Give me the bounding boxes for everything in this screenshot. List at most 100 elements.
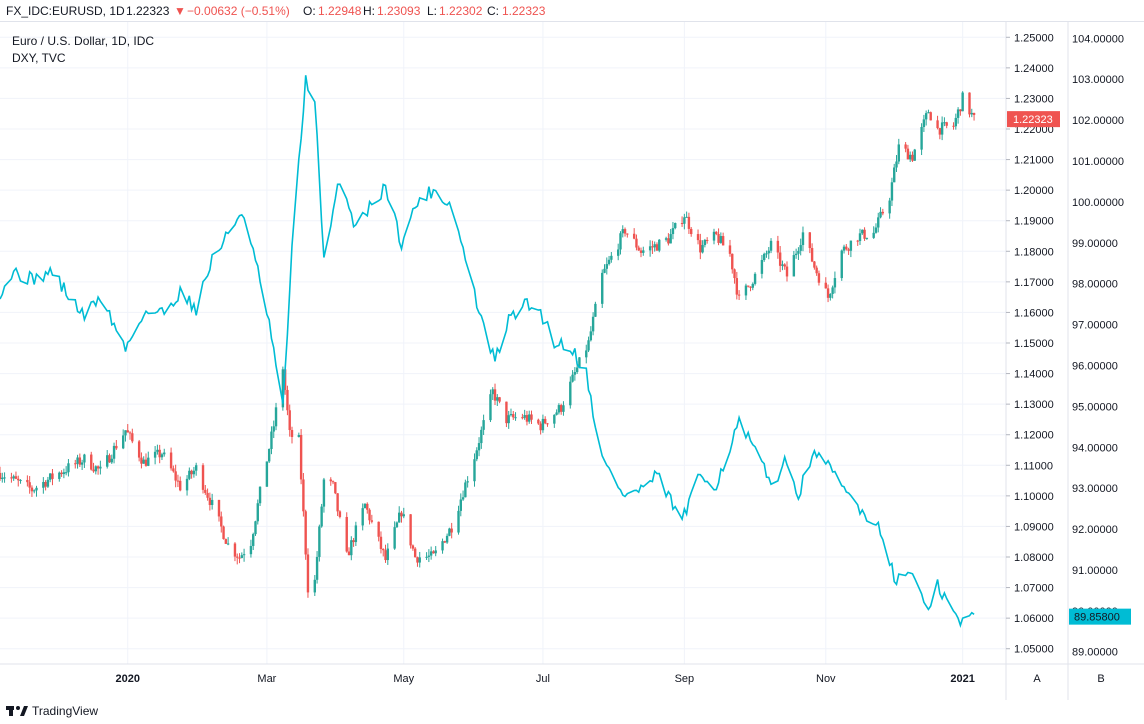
- eurusd-candle[interactable]: [845, 244, 848, 251]
- eurusd-candle[interactable]: [956, 107, 960, 124]
- eurusd-candle[interactable]: [731, 253, 734, 274]
- eurusd-candle[interactable]: [573, 367, 577, 381]
- eurusd-candle[interactable]: [352, 537, 355, 547]
- eurusd-candle[interactable]: [626, 233, 629, 238]
- eurusd-candle[interactable]: [144, 453, 148, 467]
- eurusd-candle[interactable]: [792, 250, 796, 277]
- main-series-legend[interactable]: Euro / U.S. Dollar, 1D, IDC: [12, 34, 154, 48]
- eurusd-candle[interactable]: [655, 242, 659, 251]
- eurusd-candle[interactable]: [121, 429, 125, 450]
- eurusd-candle[interactable]: [728, 239, 732, 257]
- eurusd-candle[interactable]: [306, 548, 310, 598]
- eurusd-candle[interactable]: [78, 453, 82, 468]
- eurusd-candle[interactable]: [3, 472, 6, 483]
- eurusd-candle[interactable]: [315, 551, 319, 584]
- eurusd-candle[interactable]: [530, 410, 533, 425]
- eurusd-candle[interactable]: [753, 272, 757, 286]
- eurusd-candle[interactable]: [158, 444, 161, 464]
- eurusd-candle[interactable]: [808, 231, 812, 254]
- eurusd-candle[interactable]: [767, 246, 770, 260]
- eurusd-candle[interactable]: [99, 460, 102, 475]
- eurusd-candle[interactable]: [936, 115, 939, 130]
- eurusd-candle[interactable]: [696, 229, 700, 245]
- eurusd-candle[interactable]: [217, 499, 221, 522]
- eurusd-candle[interactable]: [74, 459, 77, 469]
- eurusd-candle[interactable]: [824, 277, 827, 289]
- eurusd-candle[interactable]: [179, 476, 182, 492]
- eurusd-candle[interactable]: [528, 410, 531, 424]
- eurusd-candle[interactable]: [226, 537, 230, 546]
- eurusd-candle[interactable]: [26, 475, 29, 487]
- eurusd-candle[interactable]: [464, 479, 467, 498]
- eurusd-candle[interactable]: [329, 477, 332, 486]
- eurusd-candle[interactable]: [242, 548, 246, 562]
- eurusd-candle[interactable]: [776, 235, 780, 259]
- eurusd-candle[interactable]: [258, 486, 262, 507]
- eurusd-candle[interactable]: [840, 249, 843, 281]
- eurusd-candle[interactable]: [272, 420, 275, 439]
- eurusd-candle[interactable]: [115, 440, 118, 450]
- eurusd-candle[interactable]: [961, 91, 964, 112]
- eurusd-candle[interactable]: [131, 428, 134, 444]
- eurusd-candle[interactable]: [674, 222, 677, 230]
- eurusd-candle[interactable]: [769, 238, 773, 254]
- eurusd-candle[interactable]: [236, 553, 239, 565]
- eurusd-candle[interactable]: [17, 475, 20, 487]
- eurusd-candle[interactable]: [913, 148, 916, 161]
- eurusd-candle[interactable]: [368, 508, 371, 525]
- eurusd-candle[interactable]: [384, 544, 387, 563]
- eurusd-candle[interactable]: [361, 503, 364, 531]
- eurusd-candle[interactable]: [541, 414, 545, 433]
- eurusd-candle[interactable]: [689, 226, 693, 237]
- eurusd-candle[interactable]: [92, 462, 95, 473]
- eurusd-candle[interactable]: [619, 231, 622, 255]
- price-chart[interactable]: 1.250001.240001.230001.220001.210001.200…: [0, 22, 1144, 700]
- eurusd-candle[interactable]: [51, 468, 54, 486]
- eurusd-candle[interactable]: [90, 451, 93, 471]
- dxy-line[interactable]: [0, 75, 975, 629]
- eurusd-candle[interactable]: [416, 556, 419, 567]
- eurusd-candle[interactable]: [108, 453, 111, 463]
- eurusd-candle[interactable]: [427, 549, 431, 563]
- eurusd-candle[interactable]: [110, 454, 113, 464]
- eurusd-candle[interactable]: [302, 473, 305, 517]
- eurusd-candle[interactable]: [559, 403, 563, 415]
- eurusd-candle[interactable]: [318, 524, 321, 562]
- eurusd-candle[interactable]: [658, 239, 661, 253]
- eurusd-candle[interactable]: [441, 538, 444, 554]
- eurusd-candle[interactable]: [491, 387, 494, 400]
- eurusd-candle[interactable]: [411, 544, 415, 551]
- eurusd-candle[interactable]: [544, 416, 547, 425]
- eurusd-candle[interactable]: [297, 432, 301, 438]
- eurusd-candle[interactable]: [831, 285, 834, 299]
- compare-series-legend[interactable]: DXY, TVC: [12, 51, 66, 65]
- eurusd-candle[interactable]: [201, 463, 205, 494]
- eurusd-candle[interactable]: [671, 221, 675, 240]
- eurusd-candle[interactable]: [890, 177, 894, 207]
- eurusd-candle[interactable]: [386, 543, 390, 565]
- eurusd-candle[interactable]: [897, 138, 900, 165]
- eurusd-candle[interactable]: [290, 426, 294, 444]
- eurusd-candle[interactable]: [744, 283, 748, 300]
- eurusd-candle[interactable]: [507, 410, 510, 429]
- eurusd-candle[interactable]: [322, 477, 326, 513]
- eurusd-candle[interactable]: [94, 465, 98, 475]
- eurusd-candle[interactable]: [874, 223, 878, 234]
- eurusd-candle[interactable]: [637, 245, 640, 251]
- eurusd-candle[interactable]: [849, 240, 853, 258]
- eurusd-candle[interactable]: [922, 114, 926, 132]
- eurusd-candles[interactable]: [0, 91, 976, 598]
- eurusd-candle[interactable]: [525, 410, 529, 426]
- eurusd-candle[interactable]: [911, 151, 914, 162]
- eurusd-candle[interactable]: [635, 234, 638, 251]
- eurusd-candle[interactable]: [496, 394, 499, 406]
- price-axis-b[interactable]: 104.00000 103.00000 102.00000 101.00000 100.…: [1072, 33, 1124, 658]
- eurusd-candle[interactable]: [877, 212, 880, 233]
- eurusd-candle[interactable]: [621, 225, 624, 238]
- eurusd-candle[interactable]: [505, 401, 508, 428]
- eurusd-candle[interactable]: [705, 237, 709, 244]
- eurusd-candle[interactable]: [555, 409, 558, 416]
- eurusd-candle[interactable]: [19, 479, 22, 484]
- eurusd-candle[interactable]: [762, 252, 766, 262]
- eurusd-candle[interactable]: [1, 472, 4, 483]
